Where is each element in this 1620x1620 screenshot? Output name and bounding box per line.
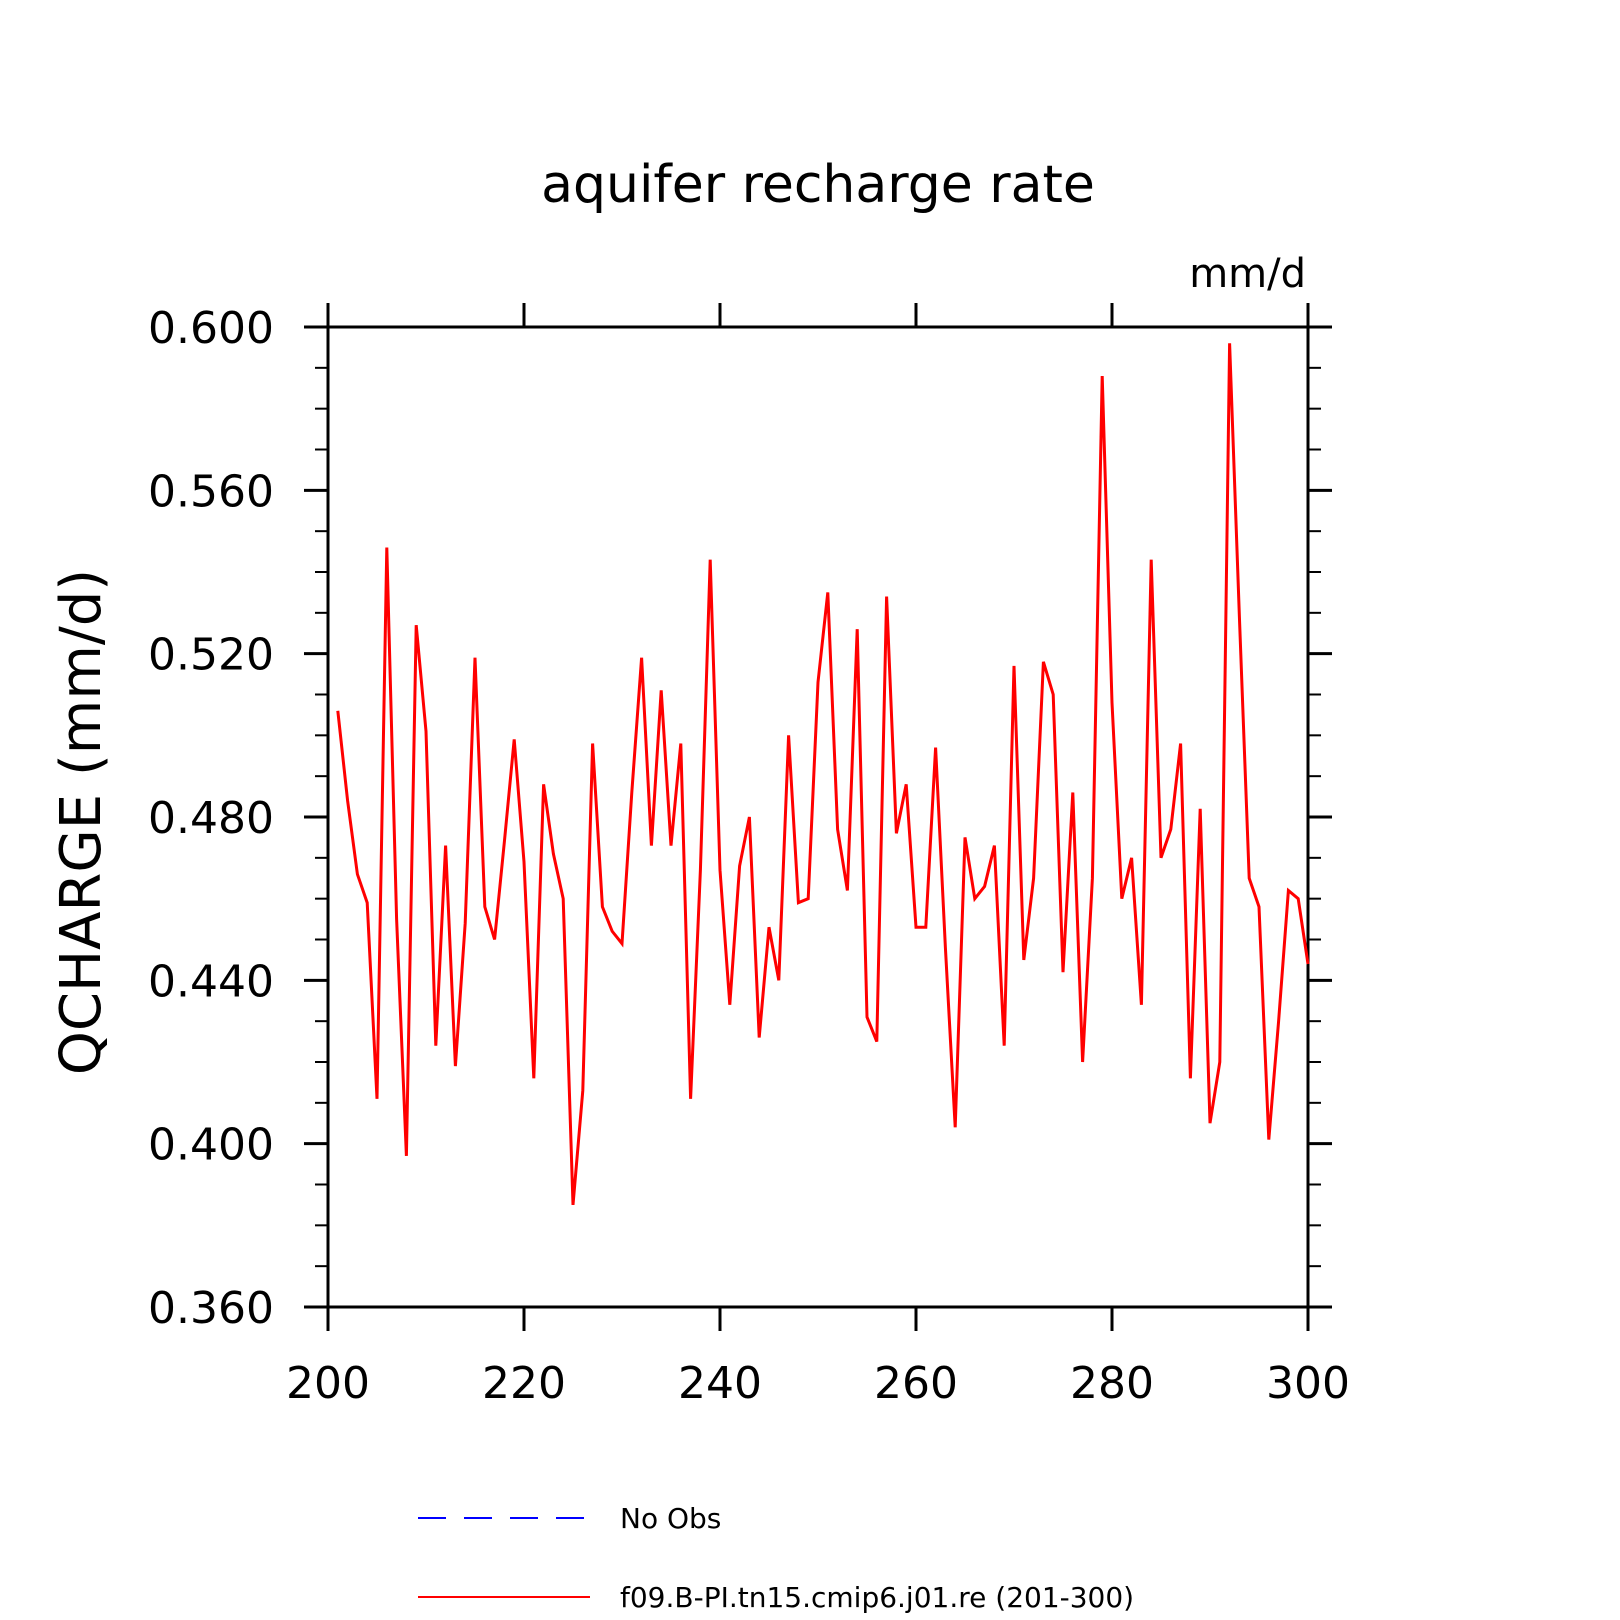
- y-tick-label: 0.400: [148, 1120, 274, 1171]
- x-tick-label: 300: [1266, 1358, 1350, 1409]
- x-tick-label: 260: [874, 1358, 958, 1409]
- y-axis-label: QCHARGE (mm/d): [49, 569, 114, 1075]
- series-layer: [336, 343, 1310, 1206]
- x-tick-label: 280: [1070, 1358, 1154, 1409]
- y-tick-label: 0.520: [148, 630, 274, 681]
- y-tick-label: 0.480: [148, 793, 274, 844]
- x-tick-label: 240: [678, 1358, 762, 1409]
- chart-title: aquifer recharge rate: [541, 155, 1095, 215]
- legend-label-model: f09.B-PI.tn15.cmip6.j01.re (201-300): [620, 1581, 1134, 1614]
- series-line-1: [336, 343, 1310, 1206]
- x-tick-label: 200: [286, 1358, 370, 1409]
- y-tick-label: 0.360: [148, 1283, 274, 1334]
- y-tick-label: 0.560: [148, 466, 274, 517]
- x-tick-label: 220: [482, 1358, 566, 1409]
- legend: No Obs f09.B-PI.tn15.cmip6.j01.re (201-3…: [418, 1502, 1134, 1614]
- axes: 200 220 240 260 280 300 0.360 0.400 0.440 0.480 0.…: [148, 303, 1350, 1409]
- legend-label-no-obs: No Obs: [620, 1502, 721, 1535]
- y-tick-label: 0.600: [148, 303, 274, 354]
- y-tick-label: 0.440: [148, 956, 274, 1007]
- units-label: mm/d: [1189, 251, 1306, 297]
